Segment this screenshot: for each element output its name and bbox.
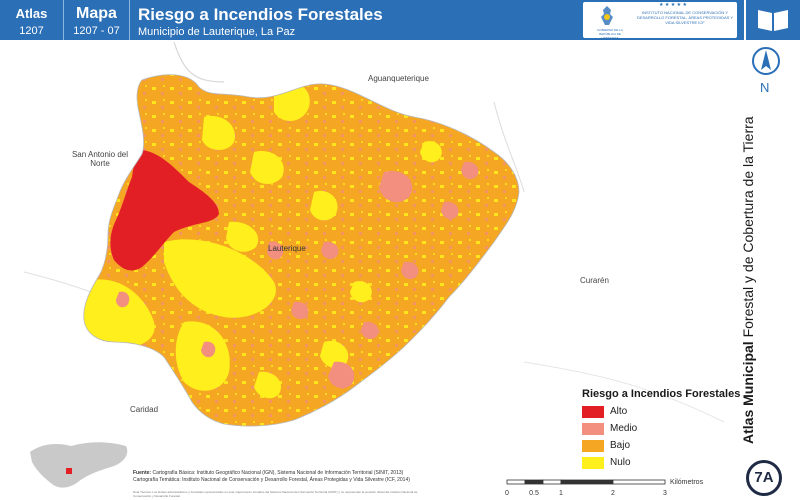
legend: Riesgo a Incendios Forestales Alto Medio… xyxy=(582,388,742,472)
nulo-risk-zones xyxy=(83,80,442,399)
source-line-1: Cartografía Básica: Instituto Geográfico… xyxy=(152,470,404,476)
road-line xyxy=(493,101,525,193)
scale-tick-label: 1 xyxy=(559,490,563,497)
book-icon xyxy=(758,10,788,31)
river-line xyxy=(173,42,225,83)
legend-swatch-alto xyxy=(582,406,604,418)
technical-note: Nota Técnica: Los límites administrativo… xyxy=(133,490,418,498)
location-marker xyxy=(66,468,72,474)
sidebar-title-bold: Atlas Municipal xyxy=(740,341,756,444)
legend-title: Riesgo a Incendios Forestales xyxy=(582,388,741,400)
legend-item: Alto xyxy=(582,404,742,421)
scale-tick-label: 2 xyxy=(611,490,615,497)
title-block: Riesgo a Incendios Forestales Municipio … xyxy=(138,0,383,39)
source-text: Fuente: Cartografía Básica: Instituto Ge… xyxy=(133,470,493,483)
north-arrow-icon xyxy=(752,47,780,75)
map-badge: 7A xyxy=(746,460,782,496)
legend-swatch-medio xyxy=(582,423,604,435)
place-label-lauterique: Lauterique xyxy=(268,244,306,253)
mapa-number: 1207 - 07 xyxy=(73,25,120,37)
place-label-san-antonio: San Antonio del Norte xyxy=(71,150,129,168)
page-title: Riesgo a Incendios Forestales xyxy=(138,5,383,24)
legend-label: Bajo xyxy=(610,440,631,451)
north-label: N xyxy=(760,80,770,95)
atlas-block: Atlas 1207 xyxy=(0,0,64,40)
legend-item: Nulo xyxy=(582,455,742,472)
scale-tick-label: 0.5 xyxy=(529,490,539,497)
legend-item: Bajo xyxy=(582,438,742,455)
legend-item: Medio xyxy=(582,421,742,438)
atlas-label: Atlas xyxy=(15,6,48,21)
sidebar-title-rest: Forestal y de Cobertura de la Tierra xyxy=(740,116,756,342)
book-tab xyxy=(746,0,800,40)
legend-label: Medio xyxy=(610,423,638,434)
legend-swatch-bajo xyxy=(582,440,604,452)
honduras-coat-of-arms-icon xyxy=(601,6,613,25)
legend-swatch-nulo xyxy=(582,457,604,469)
scale-tick-label: 0 xyxy=(505,490,509,497)
stars-icon: ★ ★ ★ ★ ★ xyxy=(659,2,687,8)
mapa-label: Mapa xyxy=(76,5,117,22)
place-label-caridad: Caridad xyxy=(130,405,159,414)
legend-label: Alto xyxy=(610,406,628,417)
road-line xyxy=(523,361,725,423)
sidebar-title: Atlas Municipal Forestal y de Cobertura … xyxy=(740,84,756,444)
legend-label: Nulo xyxy=(610,457,631,468)
government-name: GOBIERNO DE LA REPÚBLICA DE HONDURAS xyxy=(597,28,623,40)
header-bar: Atlas 1207 Mapa 1207 - 07 Riesgo a Incen… xyxy=(0,0,744,40)
source-line-2: Cartografía Temática: Instituto Nacional… xyxy=(133,476,410,483)
alto-risk-zone xyxy=(110,150,219,271)
institution-name: INSTITUTO NACIONAL DE CONSERVACIÓN Y DES… xyxy=(636,10,734,25)
place-label-aguanqueterique: Aguanqueterique xyxy=(368,74,429,83)
scale-bar: 0 0.5 1 2 3 xyxy=(505,479,667,497)
urban-area xyxy=(267,241,284,260)
scale-unit: Kilómetros xyxy=(670,479,704,486)
place-label-curaren: Curarén xyxy=(580,276,609,285)
source-label: Fuente: xyxy=(133,470,152,476)
risk-map xyxy=(24,42,740,462)
scale-tick-label: 3 xyxy=(663,490,667,497)
municipality-boundary xyxy=(83,74,520,427)
atlas-number: 1207 xyxy=(19,25,44,37)
institution-logos: GOBIERNO DE LA REPÚBLICA DE HONDURAS ★ ★… xyxy=(583,2,737,40)
page-subtitle: Municipio de Lauterique, La Paz xyxy=(138,26,296,38)
honduras-inset-map xyxy=(30,442,128,488)
mapa-block: Mapa 1207 - 07 xyxy=(64,0,130,40)
